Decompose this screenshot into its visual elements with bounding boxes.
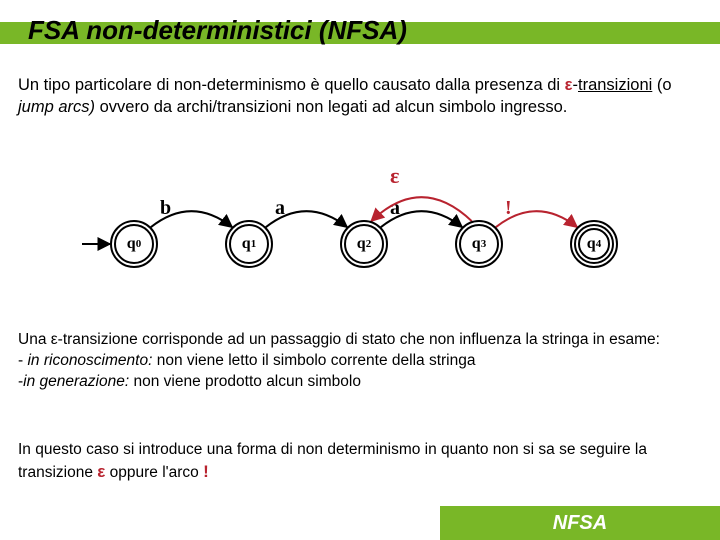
state-q3: q3 xyxy=(455,220,503,268)
transition-arc xyxy=(151,211,232,227)
state-label: q3 xyxy=(455,220,503,268)
text: non viene letto il simbolo corrente dell… xyxy=(152,352,475,369)
exclamation-symbol: ! xyxy=(203,462,209,481)
text: non viene prodotto alcun simbolo xyxy=(129,373,361,390)
footer-bar: NFSA xyxy=(440,506,720,540)
text: Una xyxy=(18,331,51,348)
transition-arc xyxy=(266,211,347,227)
epsilon-arc xyxy=(371,197,472,221)
footer: NFSA xyxy=(0,506,720,540)
text-underlined: transizioni xyxy=(578,76,652,94)
text-italic: in generazione: xyxy=(23,373,129,390)
state-label: q4 xyxy=(570,220,618,268)
conclusion-paragraph: In questo caso si introduce una forma di… xyxy=(18,440,702,484)
state-label: q1 xyxy=(225,220,273,268)
text: -transizione corrisponde ad un passaggio… xyxy=(58,331,660,348)
state-q1: q1 xyxy=(225,220,273,268)
footer-label: NFSA xyxy=(553,512,607,535)
state-label: q2 xyxy=(340,220,388,268)
body: Un tipo particolare di non-determinismo … xyxy=(18,75,702,119)
text: ovvero da archi/transizioni non legati a… xyxy=(95,98,567,116)
title-bar: FSA non-deterministici (NFSA) xyxy=(0,0,720,60)
nfsa-diagram: baa!εq0q1q2q3q4 xyxy=(50,165,670,295)
intro-paragraph: Un tipo particolare di non-determinismo … xyxy=(18,75,702,119)
text: Un tipo particolare di non-determinismo … xyxy=(18,76,565,94)
transition-arc xyxy=(496,211,577,227)
text: oppure l'arco xyxy=(105,464,203,481)
state-q4: q4 xyxy=(570,220,618,268)
text-italic: jump arcs) xyxy=(18,98,95,116)
state-q0: q0 xyxy=(110,220,158,268)
epsilon-symbol: ε xyxy=(51,331,58,348)
state-q2: q2 xyxy=(340,220,388,268)
epsilon-symbol: ε xyxy=(565,76,573,94)
slide: FSA non-deterministici (NFSA) Un tipo pa… xyxy=(0,0,720,540)
text: (o xyxy=(652,76,671,94)
text-italic: in riconoscimento: xyxy=(27,352,152,369)
slide-title: FSA non-deterministici (NFSA) xyxy=(0,15,407,46)
state-label: q0 xyxy=(110,220,158,268)
transition-arc xyxy=(381,211,462,227)
explanation-paragraph: Una ε-transizione corrisponde ad un pass… xyxy=(18,330,702,393)
